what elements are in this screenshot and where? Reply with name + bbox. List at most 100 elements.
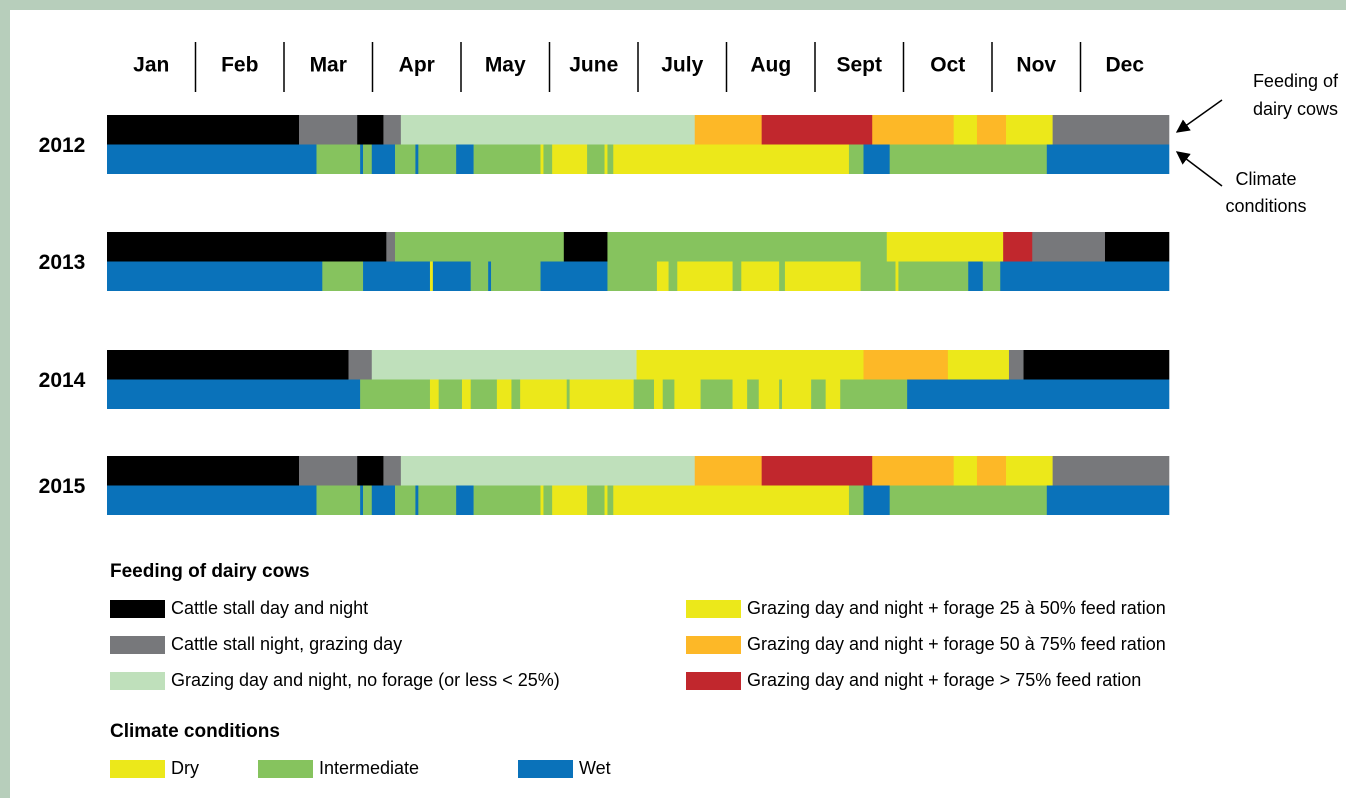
segment [360, 144, 364, 174]
segment [470, 379, 498, 409]
segment [360, 379, 431, 409]
segment [779, 379, 783, 409]
segment [587, 144, 605, 174]
legend-swatch [686, 636, 741, 654]
segment [400, 456, 696, 486]
month-label: June [569, 54, 618, 77]
segment [779, 261, 786, 291]
segment [415, 485, 419, 515]
legend-swatch [686, 600, 741, 618]
segment [540, 485, 544, 515]
legend-swatch [686, 672, 741, 690]
segment [633, 379, 655, 409]
segment [732, 379, 748, 409]
year-label: 2015 [39, 475, 86, 498]
segment [848, 485, 864, 515]
legend-label: Wet [579, 758, 611, 778]
segment [604, 144, 608, 174]
month-label: Mar [310, 54, 347, 77]
month-label: Jan [133, 54, 169, 77]
segment [107, 144, 317, 174]
segment [107, 379, 361, 409]
segment [811, 379, 826, 409]
segment [761, 115, 873, 145]
legend-title: Feeding of dairy cows [110, 561, 310, 582]
segment [613, 485, 850, 515]
segment [758, 379, 780, 409]
segment [607, 485, 614, 515]
segment [1023, 350, 1170, 380]
segment [383, 115, 402, 145]
segment [386, 232, 396, 262]
segment [1032, 232, 1106, 262]
segment [107, 456, 300, 486]
segment [694, 115, 762, 145]
segment [863, 485, 890, 515]
segment [613, 144, 850, 174]
segment [968, 261, 984, 291]
segment [520, 379, 568, 409]
segment [1052, 456, 1170, 486]
segment [473, 485, 541, 515]
segment [363, 261, 431, 291]
segment [872, 115, 954, 145]
segment [863, 350, 949, 380]
segment [747, 379, 760, 409]
segment [316, 144, 361, 174]
segment [496, 379, 512, 409]
segment [907, 379, 1170, 409]
segment [863, 144, 890, 174]
annotation: conditions [1225, 196, 1306, 216]
segment [491, 261, 541, 291]
segment [953, 115, 978, 145]
segment [1046, 144, 1170, 174]
segment [848, 144, 864, 174]
segment [363, 485, 373, 515]
segment [889, 144, 1048, 174]
annotation: Feeding of [1253, 71, 1339, 91]
segment [953, 456, 978, 486]
month-label: Dec [1105, 54, 1144, 77]
year-label: 2013 [39, 251, 86, 274]
segment [363, 144, 373, 174]
month-label: Apr [399, 54, 435, 77]
segment [741, 261, 780, 291]
segment [761, 456, 873, 486]
segment [456, 485, 474, 515]
segment [299, 456, 358, 486]
segment [677, 261, 733, 291]
segment [947, 350, 1010, 380]
segment [543, 144, 553, 174]
segment [395, 144, 416, 174]
legend-label: Grazing day and night + forage 25 à 50% … [747, 598, 1166, 618]
segment [886, 232, 1004, 262]
segment [662, 379, 675, 409]
segment [395, 485, 416, 515]
segment [552, 144, 588, 174]
segment [1104, 232, 1170, 262]
segment [607, 232, 888, 262]
segment [654, 379, 664, 409]
legend-label: Cattle stall day and night [171, 598, 368, 618]
segment [563, 232, 608, 262]
segment [360, 485, 364, 515]
segment [543, 485, 553, 515]
segment [1000, 261, 1170, 291]
segment [316, 485, 361, 515]
segment [898, 261, 969, 291]
segment [461, 379, 471, 409]
segment [348, 350, 373, 380]
segment [357, 115, 384, 145]
segment [604, 485, 608, 515]
segment [566, 379, 570, 409]
segment [674, 379, 701, 409]
segment [982, 261, 1001, 291]
segment [418, 485, 457, 515]
segment [473, 144, 541, 174]
segment [418, 144, 457, 174]
legend-swatch [110, 672, 165, 690]
segment [357, 456, 384, 486]
segment [470, 261, 489, 291]
